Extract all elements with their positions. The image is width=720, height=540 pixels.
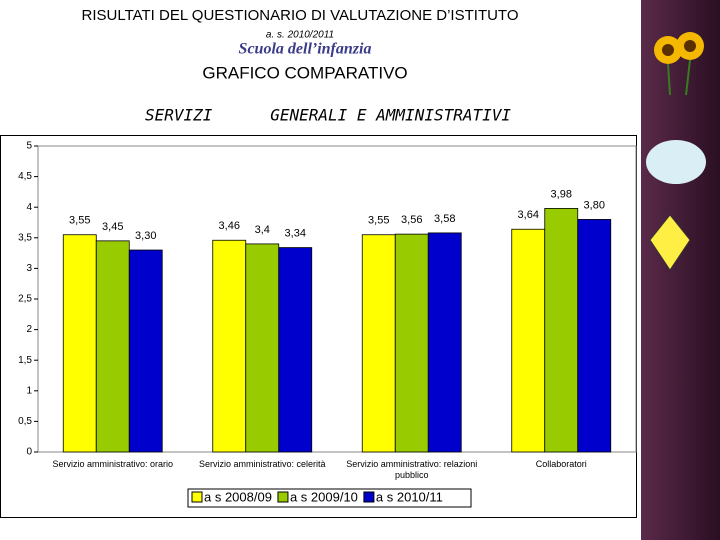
- value-label: 3,45: [102, 221, 123, 233]
- legend-label: a s 2009/10: [290, 489, 358, 504]
- x-tick-label: Servizio amministrativo: orario: [52, 459, 174, 469]
- value-label: 3,46: [219, 220, 240, 232]
- bar: [544, 208, 579, 453]
- sunflowers: [654, 32, 704, 96]
- bar: [128, 249, 163, 453]
- y-tick-label: 1: [26, 385, 32, 396]
- title: RISULTATI DEL QUESTIONARIO DI VALUTAZION…: [82, 7, 519, 24]
- x-tick-label: Servizio amministrativo: celerità: [198, 459, 326, 469]
- x-tick-label: Collaboratori: [535, 459, 587, 469]
- bar: [212, 239, 247, 453]
- bar: [278, 247, 313, 453]
- side-strip: [641, 0, 720, 540]
- value-label: 3,80: [584, 199, 605, 211]
- value-label: 3,64: [518, 209, 539, 221]
- y-tick-label: 0: [26, 447, 32, 458]
- bar: [511, 228, 546, 453]
- bar: [361, 234, 396, 453]
- y-tick-label: 5: [26, 141, 32, 152]
- value-label: 3,4: [255, 224, 270, 236]
- value-label: 3,98: [551, 188, 572, 200]
- decoration: [646, 140, 706, 184]
- value-label: 3,56: [401, 214, 422, 226]
- y-tick-label: 3: [26, 263, 32, 274]
- legend-swatch: [277, 491, 289, 503]
- value-label: 3,34: [285, 227, 306, 239]
- bar: [394, 233, 429, 453]
- bar: [95, 240, 130, 453]
- legend-swatch: [191, 491, 203, 503]
- bar: [427, 232, 462, 453]
- bar: [245, 243, 280, 453]
- legend-label: a s 2008/09: [204, 489, 272, 504]
- y-tick-label: 0,5: [18, 416, 32, 427]
- subtitle: GRAFICO COMPARATIVO: [202, 63, 407, 82]
- y-tick-label: 2: [26, 324, 32, 335]
- section: SERVIZI GENERALI E AMMINISTRATIVI: [145, 106, 511, 125]
- y-tick-label: 4,5: [18, 171, 32, 182]
- legend-box: [187, 488, 472, 508]
- school: Scuola dell’infanzia: [239, 41, 372, 58]
- legend-label: a s 2010/11: [376, 489, 443, 504]
- y-tick-label: 2,5: [18, 294, 32, 305]
- bar: [62, 234, 97, 453]
- value-label: 3,55: [69, 215, 90, 227]
- y-tick-label: 4: [26, 202, 32, 213]
- value-label: 3,30: [135, 230, 156, 242]
- x-tick-label: Servizio amministrativo: relazioni pubbl…: [346, 459, 478, 480]
- kite: [649, 214, 691, 271]
- year: a. s. 2010/2011: [266, 30, 334, 41]
- value-label: 3,58: [434, 213, 455, 225]
- value-label: 3,55: [368, 215, 389, 227]
- y-tick-label: 1,5: [18, 355, 32, 366]
- legend-swatch: [363, 491, 375, 503]
- y-tick-label: 3,5: [18, 232, 32, 243]
- bar: [577, 219, 612, 453]
